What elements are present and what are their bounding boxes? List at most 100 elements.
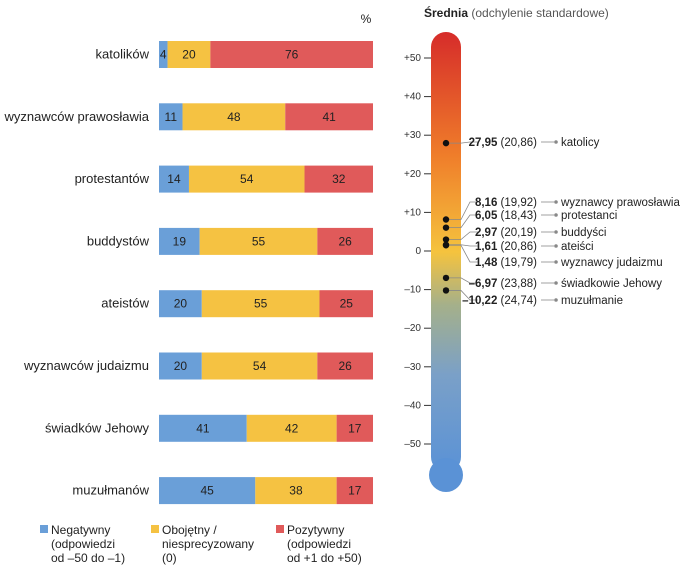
axis-tick-label: –20 xyxy=(404,323,421,334)
group-label: protestanci xyxy=(561,210,617,222)
mean-value: 1,48 xyxy=(475,257,498,269)
mean-value-label: 1,61 (20,86) xyxy=(475,241,537,253)
connector-dot xyxy=(554,244,558,248)
axis-tick-label: +30 xyxy=(404,130,421,141)
bar-value-label: 17 xyxy=(348,421,362,435)
group-label: buddyści xyxy=(561,227,606,239)
axis-tick-label: +20 xyxy=(404,169,421,180)
connector-dot xyxy=(554,281,558,285)
legend-label: Negatywny xyxy=(51,523,111,537)
bar-value-label: 20 xyxy=(174,297,188,311)
leader-line xyxy=(446,201,478,220)
legend-description: (odpowiedzi xyxy=(287,537,352,551)
bar-segment xyxy=(304,165,373,193)
sd-value: (19,92) xyxy=(497,197,537,209)
bar-value-label: 26 xyxy=(339,359,353,373)
sd-value: (20,86) xyxy=(497,241,537,253)
category-label: muzułmanów xyxy=(72,483,149,498)
bar-segment xyxy=(167,41,211,68)
leader-line xyxy=(446,231,478,240)
axis-tick-label: –40 xyxy=(404,400,421,411)
bar-value-label: 54 xyxy=(253,359,267,373)
group-label: wyznawcy prawosławia xyxy=(560,197,680,209)
connector-dot xyxy=(554,230,558,234)
bar-segment xyxy=(210,41,373,68)
bar-value-label: 20 xyxy=(182,48,196,62)
bar-value-label: 38 xyxy=(289,484,303,498)
sd-value: (20,86) xyxy=(497,137,537,149)
legend-swatch xyxy=(40,525,48,533)
leader-line xyxy=(446,277,478,284)
bar-segment xyxy=(336,414,373,442)
bar-value-label: 42 xyxy=(285,421,299,435)
bar-segment xyxy=(182,103,286,131)
mean-value-label: 27,95 (20,86) xyxy=(469,137,538,149)
mean-value-label: 2,97 (20,19) xyxy=(475,227,537,239)
mean-value: 1,61 xyxy=(475,241,498,253)
bar-value-label: 55 xyxy=(254,297,268,311)
category-label: protestantów xyxy=(75,171,150,186)
bar-segment xyxy=(319,290,373,318)
thermometer-chart: +50 +40 +30 +20 +10 0 –10 –20 –30 –40 –50 27,95 (20… xyxy=(404,32,680,492)
bar-value-label: 26 xyxy=(339,234,353,248)
bar-value-label: 54 xyxy=(240,172,254,186)
thermometer-title-main: Średnia xyxy=(424,5,468,20)
thermometer-bulb xyxy=(429,458,463,492)
sd-value: (19,79) xyxy=(497,257,537,269)
connector-dot xyxy=(554,140,558,144)
bar-segment xyxy=(188,165,305,193)
mean-value: –6,97 xyxy=(469,278,498,290)
mean-value: 6,05 xyxy=(475,210,498,222)
stacked-bar-chart: katolików 4 20 76 wyznawców prawosławia 11 48 4… xyxy=(4,41,373,505)
sd-value: (20,19) xyxy=(497,227,537,239)
bar-segment xyxy=(255,477,337,505)
leader-line xyxy=(446,141,478,144)
bar-segment xyxy=(159,103,183,131)
bar-segment xyxy=(336,477,373,505)
legend-description: (odpowiedzi xyxy=(51,537,116,551)
bar-value-label: 41 xyxy=(196,421,210,435)
percent-unit-label: % xyxy=(361,12,372,26)
mean-value: 27,95 xyxy=(469,137,498,149)
bar-value-label: 76 xyxy=(285,48,299,62)
legend-item: Negatywny (odpowiedzi od –50 do –1) xyxy=(40,523,125,565)
category-label: katolików xyxy=(96,47,150,62)
legend-label: Pozytywny xyxy=(287,523,345,537)
mean-value: –10,22 xyxy=(462,295,497,307)
category-label: świadków Jehowy xyxy=(45,420,150,435)
mean-value-label: 6,05 (18,43) xyxy=(475,210,537,222)
group-label: świadkowie Jehowy xyxy=(561,278,662,290)
mean-value: 2,97 xyxy=(475,227,497,239)
bar-value-label: 48 xyxy=(227,110,241,124)
bar-segment xyxy=(159,290,202,318)
axis-tick-label: 0 xyxy=(415,246,421,257)
sd-value: (18,43) xyxy=(497,210,537,222)
bar-value-label: 45 xyxy=(200,484,214,498)
mean-point xyxy=(442,287,450,294)
legend-item: Pozytywny (odpowiedzi od +1 do +50) xyxy=(276,523,362,565)
bar-segment xyxy=(159,165,189,193)
leader-line xyxy=(446,244,478,247)
mean-point xyxy=(442,236,450,243)
legend-item: Obojętny / niesprecyzowany (0) xyxy=(151,523,254,565)
category-label: ateistów xyxy=(101,296,149,311)
bar-value-label: 14 xyxy=(167,172,181,186)
sd-value: (23,88) xyxy=(497,278,537,290)
mean-point xyxy=(442,224,450,231)
legend-description: (0) xyxy=(162,551,177,565)
thermometer-tube xyxy=(431,32,461,472)
bar-value-label: 17 xyxy=(348,484,362,498)
bar-segment xyxy=(317,352,373,380)
axis-tick-label: +10 xyxy=(404,207,421,218)
axis-tick-label: –30 xyxy=(404,362,421,373)
leader-line xyxy=(446,290,478,301)
category-label: wyznawców prawosławia xyxy=(4,109,150,124)
mean-point xyxy=(442,274,450,282)
thermometer-title: Średnia (odchylenie standardowe) xyxy=(424,5,609,20)
axis-tick-label: –50 xyxy=(404,439,421,450)
axis-tick-label: –10 xyxy=(404,285,421,296)
group-label: wyznawcy judaizmu xyxy=(560,257,663,269)
legend-description: niesprecyzowany xyxy=(162,537,255,551)
bar-segment xyxy=(159,352,202,380)
